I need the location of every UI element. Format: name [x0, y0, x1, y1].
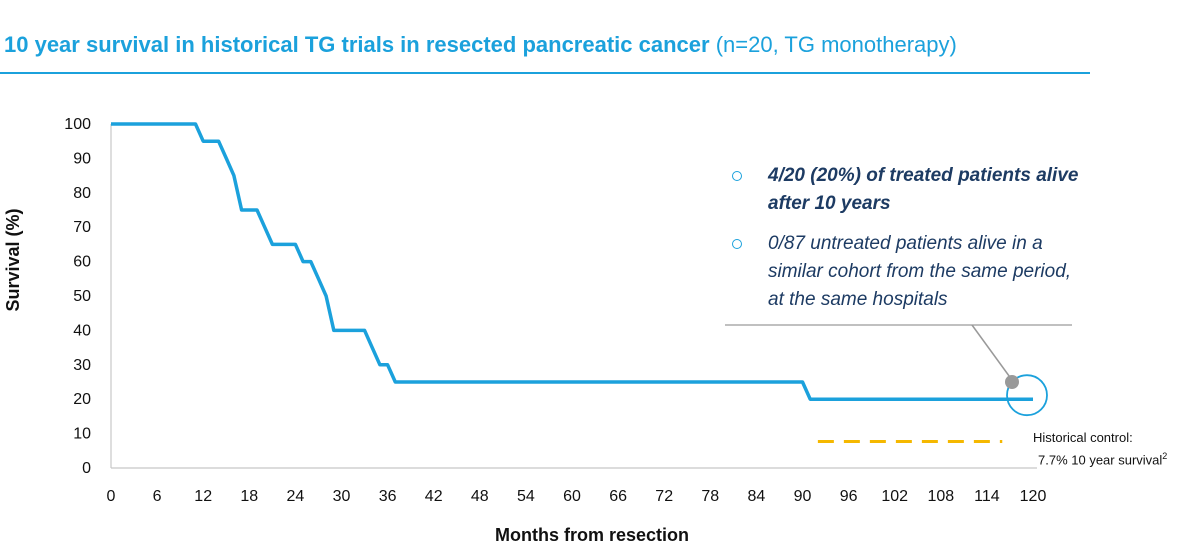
y-tick-label: 70 [73, 219, 91, 236]
circle-bullet-icon [732, 171, 742, 181]
survival-curve [111, 122, 1033, 401]
y-axis-title: Survival (%) [3, 208, 23, 311]
footnote-marker: 2 [1162, 451, 1168, 461]
x-tick-label: 6 [153, 488, 162, 505]
x-tick-label: 90 [794, 488, 812, 505]
historical-control-note: Historical control: 7.7% 10 year surviva… [1033, 429, 1167, 469]
x-tick-label: 102 [881, 488, 908, 505]
chart-title-sub: (n=20, TG monotherapy) [715, 32, 957, 57]
y-tick-label: 40 [73, 322, 91, 339]
x-tick-label: 18 [240, 488, 258, 505]
y-tick-label: 10 [73, 426, 91, 443]
y-tick-label: 90 [73, 150, 91, 167]
callout-item-untreated: 0/87 untreated patients alive in a simil… [730, 230, 1080, 314]
callout-item-text: 4/20 (20%) of treated patients alive aft… [768, 165, 1079, 214]
chart-title: 10 year survival in historical TG trials… [4, 32, 957, 58]
chart-title-main: 10 year survival in historical TG trials… [4, 32, 710, 57]
x-tick-label: 0 [107, 488, 116, 505]
x-tick-label: 84 [748, 488, 766, 505]
x-tick-label: 12 [194, 488, 212, 505]
pointer-dot [1005, 375, 1019, 389]
x-tick-label: 42 [425, 488, 443, 505]
callout-pointer-line [971, 324, 1013, 381]
x-tick-label: 54 [517, 488, 535, 505]
title-underline [0, 72, 1090, 74]
x-tick-label: 108 [927, 488, 954, 505]
callout-item-text: 0/87 untreated patients alive in a simil… [768, 233, 1072, 310]
y-tick-label: 30 [73, 357, 91, 374]
y-tick-label: 80 [73, 185, 91, 202]
x-tick-label: 66 [609, 488, 627, 505]
x-tick-label: 36 [379, 488, 397, 505]
y-tick-label: 60 [73, 254, 91, 271]
callout-item-treated: 4/20 (20%) of treated patients alive aft… [730, 162, 1080, 218]
x-axis-title: Months from resection [495, 525, 689, 545]
x-tick-label: 78 [701, 488, 719, 505]
x-tick-label: 96 [840, 488, 858, 505]
y-tick-label: 20 [73, 391, 91, 408]
x-tick-label: 60 [563, 488, 581, 505]
x-tick-label: 72 [655, 488, 673, 505]
circle-bullet-icon [732, 239, 742, 249]
x-tick-label: 114 [974, 488, 1000, 505]
y-tick-label: 0 [82, 460, 91, 477]
historical-control-label: Historical control: [1033, 430, 1133, 445]
y-tick-label: 50 [73, 288, 91, 305]
x-tick-label: 30 [333, 488, 351, 505]
highlight-circle [1006, 374, 1048, 417]
x-tick-label: 24 [287, 488, 305, 505]
historical-control-value: 7.7% 10 year survival [1038, 452, 1163, 468]
x-tick-label: 48 [471, 488, 489, 505]
y-tick-label: 100 [64, 116, 91, 133]
x-tick-label: 120 [1020, 488, 1047, 505]
callout-box: 4/20 (20%) of treated patients alive aft… [730, 162, 1080, 326]
